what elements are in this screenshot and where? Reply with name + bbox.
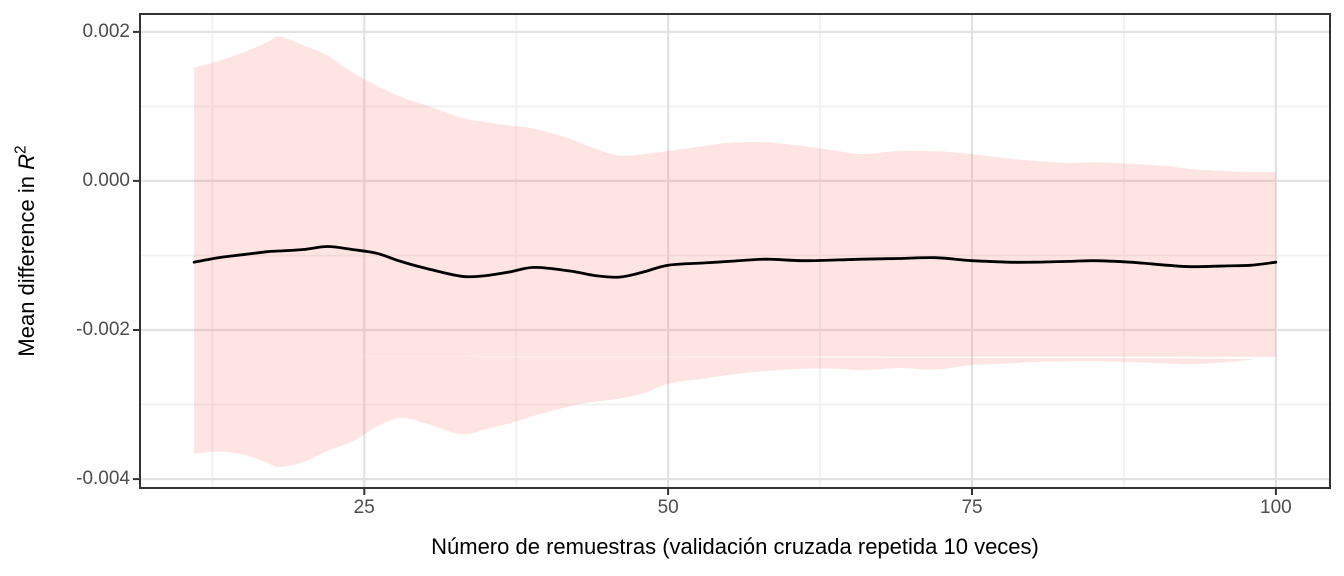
y-axis-title-text: Mean difference in	[14, 169, 39, 357]
y-tick-label: 0.002	[82, 20, 130, 42]
y-tick-label: -0.004	[76, 468, 130, 490]
y-axis-title-exponent: 2	[12, 145, 30, 154]
gridlines-major	[140, 14, 1330, 488]
y-tick-label: -0.002	[76, 319, 130, 340]
x-axis-title: Número de remuestras (validación cruzada…	[431, 534, 1039, 559]
y-axis-title: Mean difference in R2	[12, 145, 40, 357]
confidence-ribbon	[140, 36, 1276, 468]
axis-tick-marks	[133, 30, 1277, 495]
x-tick-label: 100	[1260, 497, 1292, 518]
mean-line	[192, 245, 1278, 279]
y-tick-label: 0.000	[82, 169, 130, 191]
gridlines-minor	[140, 14, 1330, 488]
panel-border	[139, 13, 1331, 489]
x-tick-label: 25	[353, 497, 375, 518]
y-axis-title-math: R	[14, 153, 39, 170]
x-tick-label: 50	[657, 497, 679, 518]
x-tick-label: 75	[961, 497, 983, 518]
